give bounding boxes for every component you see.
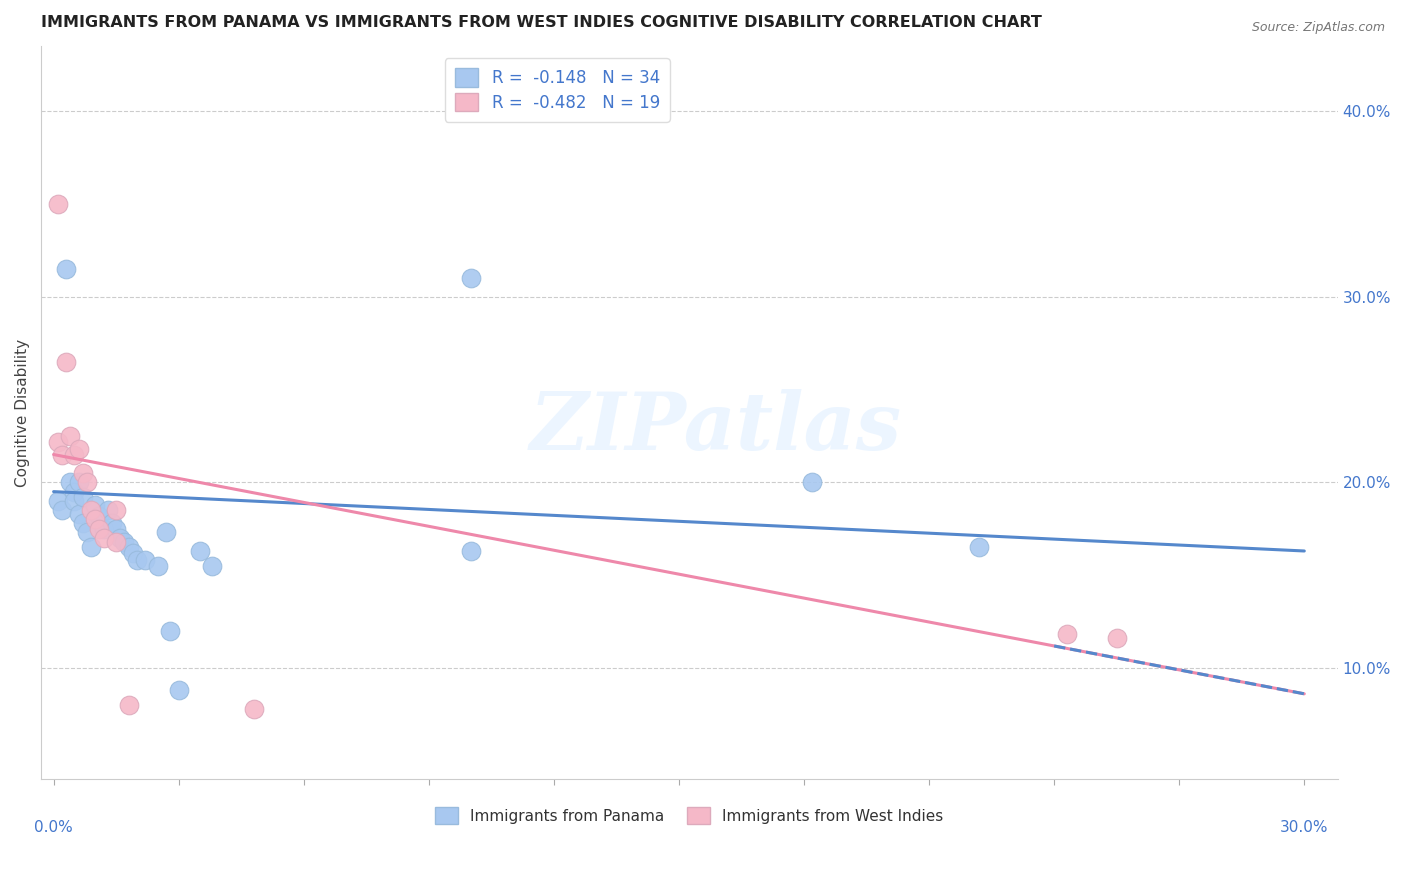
Point	[188, 544, 211, 558]
Point	[105, 522, 128, 536]
Point	[67, 475, 90, 490]
Point	[146, 558, 169, 573]
Point	[63, 494, 86, 508]
Point	[155, 525, 177, 540]
Point	[59, 475, 82, 490]
Point	[55, 355, 77, 369]
Point	[67, 507, 90, 521]
Point	[76, 525, 98, 540]
Point	[76, 475, 98, 490]
Point	[89, 522, 111, 536]
Point	[1105, 631, 1128, 645]
Point	[72, 516, 94, 531]
Point	[201, 558, 224, 573]
Point	[110, 531, 132, 545]
Point	[159, 624, 181, 638]
Point	[118, 541, 141, 555]
Point	[460, 271, 482, 285]
Text: 30.0%: 30.0%	[1279, 820, 1329, 835]
Text: 0.0%: 0.0%	[34, 820, 73, 835]
Point	[118, 698, 141, 712]
Point	[1056, 627, 1078, 641]
Point	[242, 701, 264, 715]
Point	[51, 448, 73, 462]
Point	[125, 553, 148, 567]
Point	[55, 262, 77, 277]
Text: IMMIGRANTS FROM PANAMA VS IMMIGRANTS FROM WEST INDIES COGNITIVE DISABILITY CORRE: IMMIGRANTS FROM PANAMA VS IMMIGRANTS FRO…	[41, 15, 1042, 30]
Point	[84, 512, 107, 526]
Point	[59, 429, 82, 443]
Point	[63, 484, 86, 499]
Point	[114, 534, 136, 549]
Point	[89, 508, 111, 523]
Point	[967, 541, 990, 555]
Point	[72, 466, 94, 480]
Point	[801, 475, 824, 490]
Point	[80, 541, 103, 555]
Point	[93, 522, 115, 536]
Point	[46, 434, 69, 449]
Point	[101, 516, 124, 531]
Text: Source: ZipAtlas.com: Source: ZipAtlas.com	[1251, 21, 1385, 35]
Point	[134, 553, 156, 567]
Point	[121, 546, 143, 560]
Point	[51, 503, 73, 517]
Point	[80, 503, 103, 517]
Y-axis label: Cognitive Disability: Cognitive Disability	[15, 339, 30, 487]
Point	[167, 683, 190, 698]
Legend: Immigrants from Panama, Immigrants from West Indies: Immigrants from Panama, Immigrants from …	[429, 801, 950, 830]
Text: ZIPatlas: ZIPatlas	[529, 389, 901, 467]
Point	[63, 448, 86, 462]
Point	[67, 442, 90, 456]
Point	[105, 534, 128, 549]
Point	[84, 498, 107, 512]
Point	[46, 197, 69, 211]
Point	[105, 503, 128, 517]
Point	[460, 544, 482, 558]
Point	[93, 531, 115, 545]
Point	[72, 490, 94, 504]
Point	[97, 503, 120, 517]
Point	[46, 494, 69, 508]
